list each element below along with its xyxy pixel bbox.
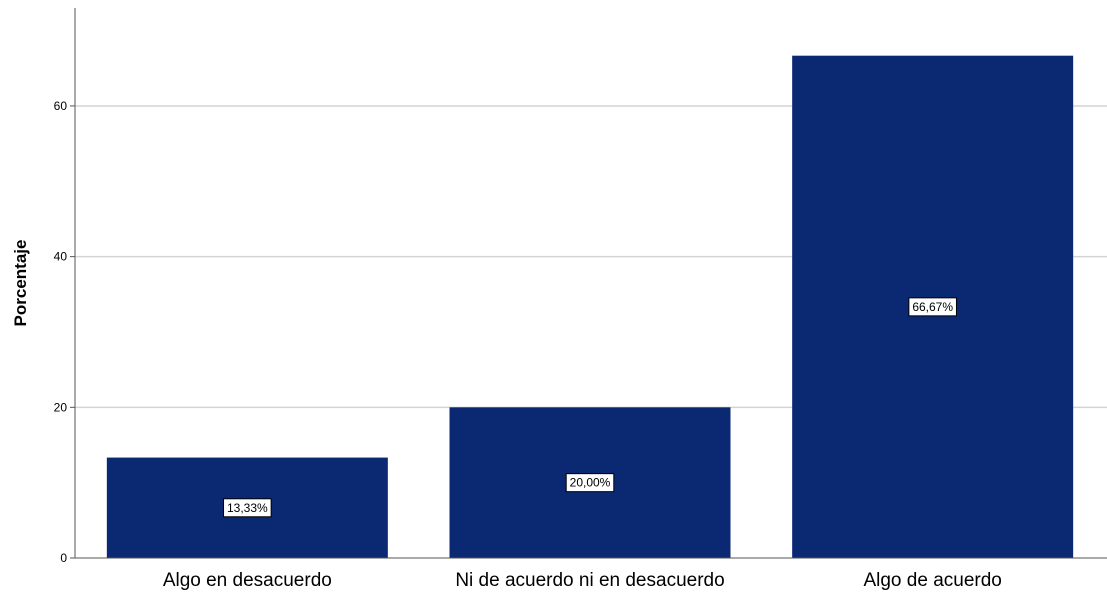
data-label: 13,33%: [227, 501, 268, 515]
y-tick-labels: 0 20 40 60: [54, 99, 75, 565]
data-label-box: [908, 297, 957, 317]
data-label-box: [223, 498, 272, 518]
axes: [74, 8, 1107, 559]
data-labels: 13,33% 20,00% 66,67%: [223, 297, 957, 518]
y-axis-title: Porcentaje: [11, 240, 30, 327]
x-category-label: Ni de acuerdo ni en desacuerdo: [455, 570, 724, 591]
x-category-label: Algo de acuerdo: [863, 570, 1001, 591]
y-tick-label: 20: [54, 400, 68, 414]
data-label-box: [565, 473, 615, 493]
y-tick-label: 60: [54, 99, 68, 113]
y-tick-label: 0: [60, 551, 67, 565]
y-tick-label: 40: [54, 250, 68, 264]
data-label: 20,00%: [570, 476, 611, 490]
x-category-labels: Algo en desacuerdo Ni de acuerdo ni en de…: [163, 570, 1002, 591]
data-label: 66,67%: [912, 300, 953, 314]
x-category-label: Algo en desacuerdo: [163, 570, 332, 591]
